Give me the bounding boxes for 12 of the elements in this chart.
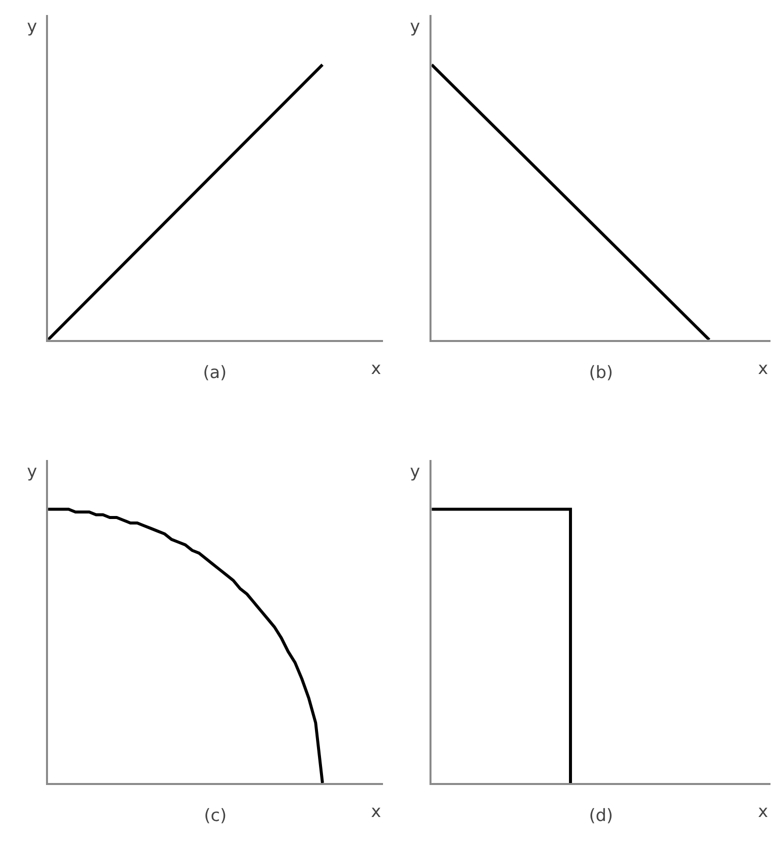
text: (b) [589,363,614,383]
y-axis-title: y [410,17,420,37]
text: (a) [203,363,227,383]
text: (d) [589,806,614,826]
y-axis-title: y [27,462,38,482]
text: (c) [204,806,227,826]
y-axis-title: y [27,17,38,37]
y-axis-title: y [410,462,420,482]
x-axis-title: x [758,359,768,379]
x-axis-title: x [371,359,382,379]
x-axis-title: x [371,802,382,822]
x-axis-title: x [758,802,768,822]
